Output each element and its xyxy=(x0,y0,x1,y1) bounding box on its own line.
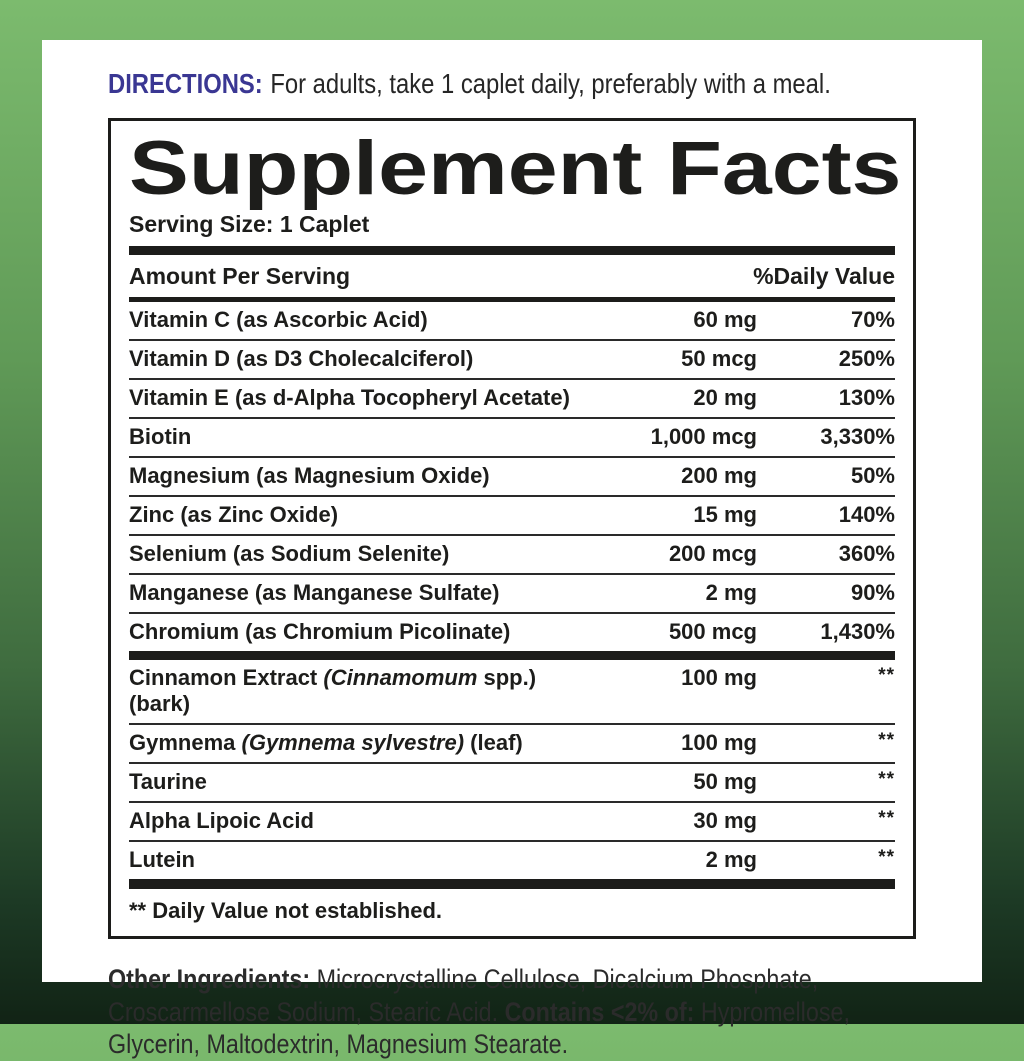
divider-medium xyxy=(129,297,895,303)
directions-text: For adults, take 1 caplet daily, prefera… xyxy=(270,68,831,99)
divider-thick xyxy=(129,651,895,661)
label-card: DIRECTIONS: For adults, take 1 caplet dai… xyxy=(42,40,982,1059)
ingredient-amount: 50 mcg xyxy=(681,346,757,372)
ingredient-name: Cinnamon Extract (Cinnamomum spp.) (bark… xyxy=(129,665,537,717)
ingredient-daily-value: 1,430% xyxy=(820,619,895,645)
table-row: Magnesium (as Magnesium Oxide) 200 mg 50% xyxy=(129,456,895,495)
ingredient-amount: 100 mg xyxy=(681,730,757,756)
ingredient-name: Chromium (as Chromium Picolinate) xyxy=(129,619,511,645)
ingredient-name: Zinc (as Zinc Oxide) xyxy=(129,502,339,528)
ingredient-daily-value: ** xyxy=(878,730,895,752)
main-ingredients-table: Vitamin C (as Ascorbic Acid) 60 mg 70% Vita… xyxy=(129,302,895,651)
table-row: Vitamin C (as Ascorbic Acid) 60 mg 70% xyxy=(129,302,895,339)
botanical-ingredients-table: Cinnamon Extract (Cinnamomum spp.) (bark… xyxy=(129,660,895,879)
ingredient-amount: 2 mg xyxy=(705,847,757,873)
ingredient-name: Lutein xyxy=(129,847,195,873)
table-row: Taurine 50 mg ** xyxy=(129,762,895,801)
ingredient-amount: 500 mcg xyxy=(668,619,757,645)
ingredient-amount: 30 mg xyxy=(693,808,757,834)
ingredient-amount: 2 mg xyxy=(705,580,757,606)
panel-title: Supplement Facts xyxy=(129,126,902,211)
ingredient-amount: 200 mcg xyxy=(668,541,757,567)
table-row: Zinc (as Zinc Oxide) 15 mg 140% xyxy=(129,495,895,534)
table-row: Biotin 1,000 mcg 3,330% xyxy=(129,417,895,456)
table-header: Amount Per Serving %Daily Value xyxy=(129,255,895,297)
ingredient-name: Vitamin D (as D3 Cholecalciferol) xyxy=(129,346,474,372)
ingredient-amount: 200 mg xyxy=(681,463,757,489)
table-row: Gymnema (Gymnema sylvestre) (leaf) 100 mg… xyxy=(129,723,895,762)
ingredient-daily-value: 250% xyxy=(838,346,895,372)
table-row: Lutein 2 mg ** xyxy=(129,840,895,879)
ingredient-daily-value: ** xyxy=(878,769,895,791)
ingredient-daily-value: 140% xyxy=(838,502,895,528)
dv-footnote: ** Daily Value not established. xyxy=(129,898,442,924)
ingredient-daily-value: ** xyxy=(878,847,895,869)
ingredient-name: Vitamin E (as d-Alpha Tocopheryl Acetate… xyxy=(129,385,570,411)
divider-thick xyxy=(129,879,895,890)
ingredient-daily-value: 90% xyxy=(850,580,895,606)
ingredient-name: Taurine xyxy=(129,769,207,795)
supplement-facts-panel: Supplement Facts Serving Size: 1 Caplet … xyxy=(108,118,916,940)
directions-label: DIRECTIONS: xyxy=(108,68,263,99)
table-row: Cinnamon Extract (Cinnamomum spp.) (bark… xyxy=(129,660,895,723)
ingredient-amount: 15 mg xyxy=(693,502,757,528)
ingredient-name: Gymnema (Gymnema sylvestre) (leaf) xyxy=(129,730,523,756)
ingredient-daily-value: ** xyxy=(878,808,895,830)
ingredient-amount: 50 mg xyxy=(693,769,757,795)
ingredient-name: Selenium (as Sodium Selenite) xyxy=(129,541,450,567)
ingredient-amount: 20 mg xyxy=(693,385,757,411)
table-row: Selenium (as Sodium Selenite) 200 mcg 360% xyxy=(129,534,895,573)
directions-line: DIRECTIONS: For adults, take 1 caplet dai… xyxy=(108,68,831,100)
serving-size: Serving Size: 1 Caplet xyxy=(129,211,370,238)
ingredient-name: Alpha Lipoic Acid xyxy=(129,808,314,834)
ingredient-name: Magnesium (as Magnesium Oxide) xyxy=(129,463,490,489)
other-ingredients: Other Ingredients: Microcrystalline Cell… xyxy=(108,964,850,1060)
table-row: Alpha Lipoic Acid 30 mg ** xyxy=(129,801,895,840)
ingredient-daily-value: 130% xyxy=(838,385,895,411)
ingredient-daily-value: 3,330% xyxy=(820,424,895,450)
ingredient-name: Manganese (as Manganese Sulfate) xyxy=(129,580,500,606)
table-row: Vitamin D (as D3 Cholecalciferol) 50 mcg 2… xyxy=(129,339,895,378)
ingredient-amount: 1,000 mcg xyxy=(650,424,757,450)
ingredient-daily-value: ** xyxy=(878,665,895,687)
table-row: Vitamin E (as d-Alpha Tocopheryl Acetate… xyxy=(129,378,895,417)
table-row: Manganese (as Manganese Sulfate) 2 mg 90% xyxy=(129,573,895,612)
ingredient-name: Biotin xyxy=(129,424,192,450)
ingredient-amount: 100 mg xyxy=(681,665,757,691)
ingredient-name: Vitamin C (as Ascorbic Acid) xyxy=(129,307,428,333)
table-row: Chromium (as Chromium Picolinate) 500 mcg… xyxy=(129,612,895,651)
amount-per-serving-header: Amount Per Serving xyxy=(129,263,351,290)
ingredient-daily-value: 50% xyxy=(850,463,895,489)
ingredient-daily-value: 360% xyxy=(838,541,895,567)
divider-thick xyxy=(129,246,895,256)
ingredient-daily-value: 70% xyxy=(850,307,895,333)
daily-value-header: %Daily Value xyxy=(753,263,895,290)
ingredient-amount: 60 mg xyxy=(693,307,757,333)
